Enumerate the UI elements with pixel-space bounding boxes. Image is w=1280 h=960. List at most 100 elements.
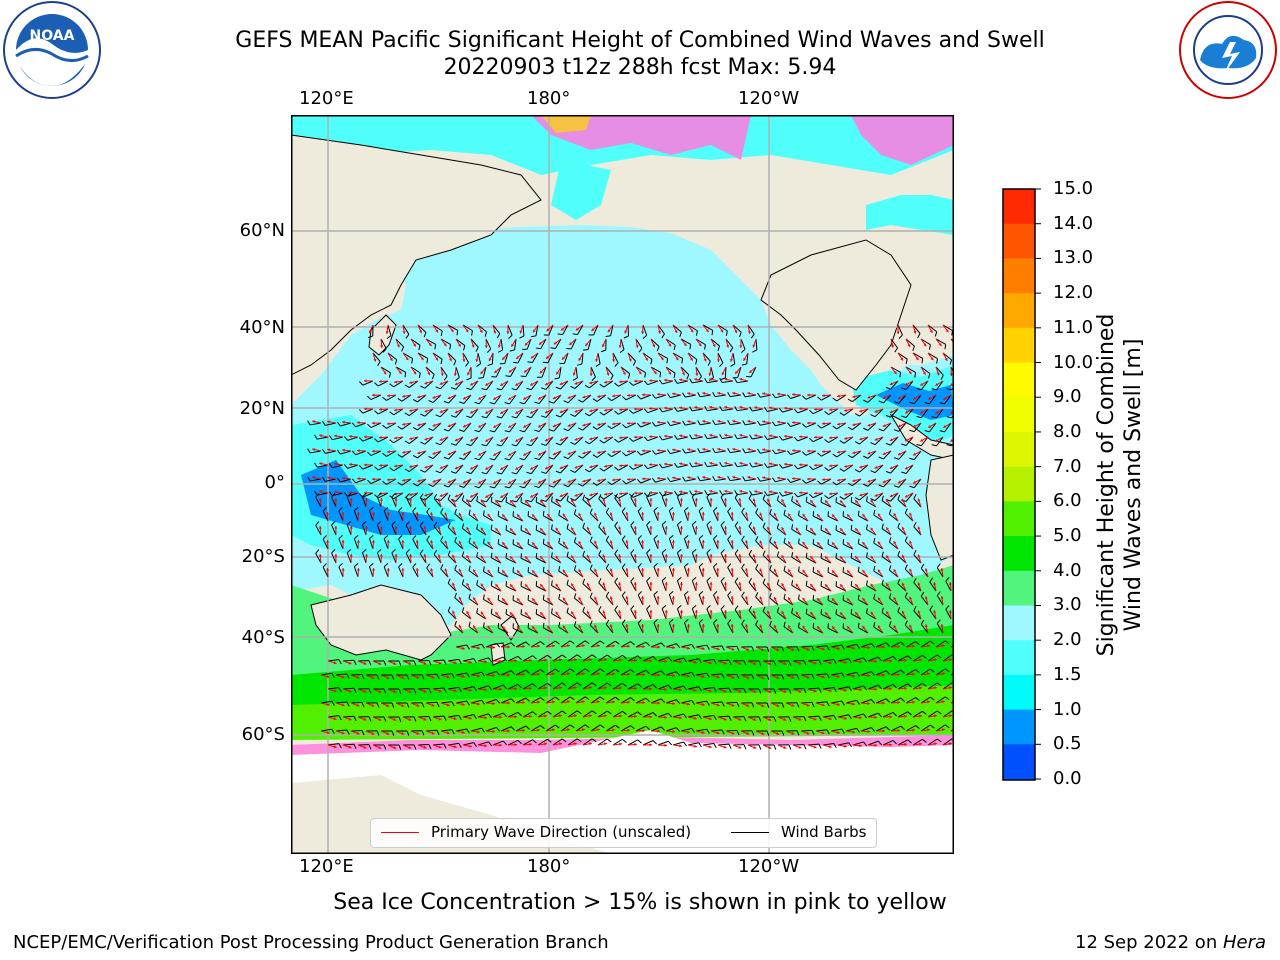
wave-arrow-head [364, 526, 368, 529]
wave-arrow-head [559, 714, 562, 718]
wave-arrow-head [909, 540, 913, 544]
wind-barb [912, 352, 923, 359]
wind-barb-flag [713, 535, 718, 540]
wind-barb-flag [783, 593, 786, 599]
wave-arrow-head [515, 494, 519, 498]
wind-barb [618, 380, 629, 387]
wind-barb [700, 450, 712, 454]
wave-arrow-head [825, 584, 828, 588]
wind-barb [830, 672, 842, 676]
wind-barb [890, 669, 902, 676]
wind-barb [538, 478, 547, 488]
wave-arrow-head [938, 343, 942, 347]
wave-arrow-head [649, 659, 652, 663]
wind-barb-flag [727, 420, 731, 425]
wave-arrow-head [387, 422, 390, 426]
wave-arrow-head [573, 658, 577, 662]
wind-barb-flag [713, 591, 718, 596]
wave-arrow-head [672, 392, 675, 396]
wind-barb-flag [362, 492, 367, 497]
wind-barb-flag [878, 400, 884, 404]
wave-arrow-head [485, 466, 489, 470]
wave-arrow-head [836, 646, 840, 650]
wind-barb-flag [901, 415, 907, 418]
wave-arrow-head [514, 743, 517, 747]
wave-arrow-head [739, 377, 743, 381]
wind-barb [827, 571, 839, 578]
wave-arrow-head [467, 372, 470, 376]
wind-barb [401, 394, 412, 402]
wind-barb [741, 595, 749, 606]
wind-barb-flag [939, 402, 945, 405]
wind-barb [410, 338, 421, 346]
wave-arrow-head [724, 554, 728, 557]
wind-barb-flag [458, 659, 462, 664]
wind-barb [560, 668, 571, 676]
wave-arrow-head [378, 718, 382, 721]
wind-barb-flag [359, 437, 364, 442]
wind-barb [454, 541, 464, 550]
wave-arrow-head [901, 554, 905, 558]
wave-arrow-head [522, 644, 525, 649]
wind-barb-flag [555, 470, 561, 474]
wave-arrow-head [675, 357, 679, 361]
wind-barb-flag [642, 334, 648, 340]
wind-barb [890, 697, 902, 704]
wave-arrow-head [709, 498, 713, 501]
wind-barb-flag [870, 442, 876, 446]
wave-arrow-head [641, 596, 645, 599]
wind-barb [512, 599, 524, 606]
wind-barb-flag [748, 549, 753, 555]
wave-arrow-head [905, 466, 909, 470]
wave-arrow-head [867, 479, 871, 483]
wind-barb [447, 582, 457, 592]
wind-barb-flag [757, 420, 761, 426]
wind-barb [646, 608, 652, 620]
wind-barb [720, 608, 727, 620]
wind-barb [494, 422, 502, 433]
wave-arrow-head [749, 369, 753, 373]
wind-barb-flag [498, 349, 503, 353]
wave-arrow-head [586, 498, 590, 502]
wind-barb [383, 538, 389, 550]
wind-barb [515, 725, 527, 732]
wind-barb [873, 514, 884, 522]
wind-barb [732, 352, 736, 364]
wind-barb [335, 729, 347, 732]
wind-barb [720, 496, 727, 508]
wind-barb [500, 726, 512, 732]
lat-label-20s: 20°S [241, 546, 285, 567]
wave-arrow-head [689, 357, 693, 361]
wind-barb [605, 512, 614, 522]
wave-arrow-head [783, 662, 787, 665]
wind-barb-flag [719, 362, 724, 367]
wind-barb-flag [730, 363, 736, 367]
wind-barb [566, 500, 577, 508]
wind-barb-flag [682, 448, 686, 454]
wave-arrow-head [893, 569, 897, 573]
wind-barb [630, 581, 637, 592]
wind-barb-flag [751, 646, 755, 652]
wind-barb-flag [450, 415, 456, 418]
wave-arrow-head [440, 373, 444, 376]
wave-arrow-head [606, 372, 610, 376]
wind-barb [386, 478, 397, 485]
wind-barb [447, 686, 459, 690]
wave-arrow-head [387, 450, 390, 454]
wind-barb [401, 478, 412, 486]
wind-barb-flag [459, 429, 465, 432]
wave-arrow-head [817, 570, 821, 574]
wave-arrow-head [585, 343, 589, 347]
wind-barb-flag [712, 447, 716, 453]
wind-barb-flag [769, 536, 772, 542]
wind-barb [698, 594, 704, 606]
wave-arrow-head [333, 689, 337, 693]
wind-barb-flag [420, 441, 425, 445]
wave-arrow-head [487, 597, 491, 601]
wind-barb [750, 366, 757, 378]
wind-barb [715, 422, 727, 426]
wind-barb [775, 394, 787, 399]
wave-arrow-head [432, 451, 436, 455]
wind-barb-flag [897, 522, 901, 528]
wave-arrow-head [435, 357, 438, 361]
